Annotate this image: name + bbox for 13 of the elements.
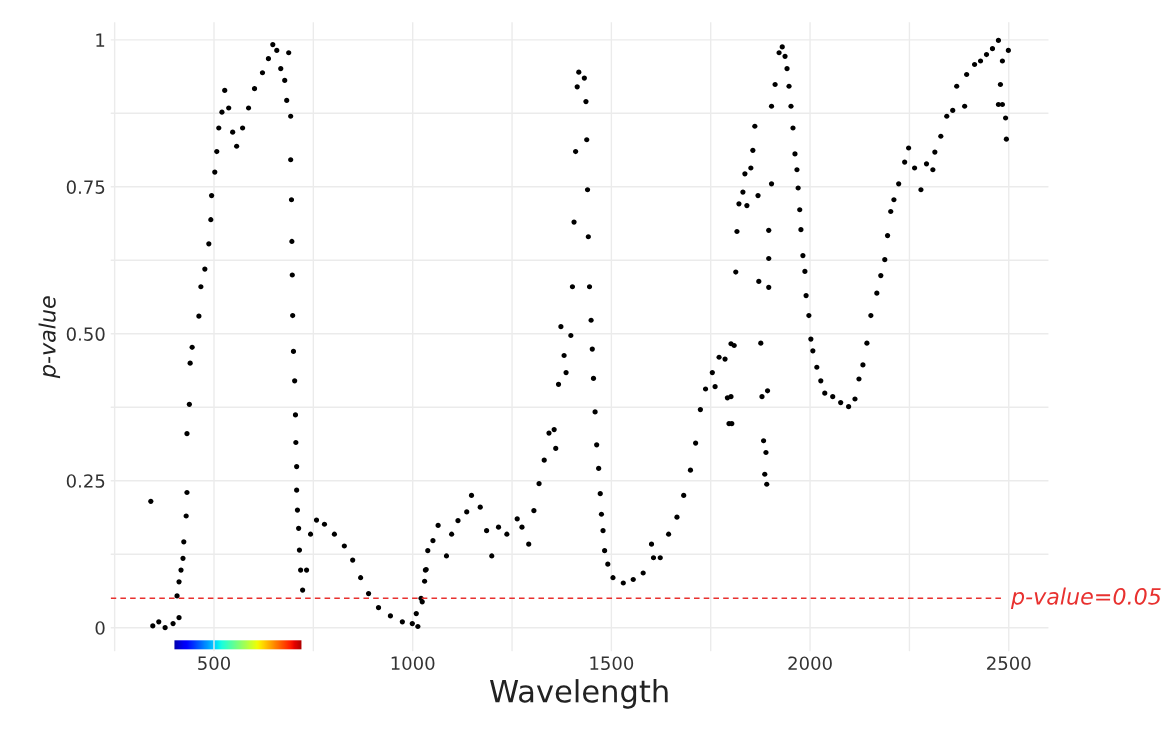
y-axis-title: p-value — [38, 296, 61, 379]
x-tick-label: 500 — [198, 656, 231, 671]
x-tick-label: 2000 — [788, 656, 832, 671]
y-tick-label: 1 — [96, 33, 105, 47]
y-tick-label: 0.50 — [66, 327, 105, 341]
y-tick-label: 0.75 — [66, 180, 105, 194]
y-tick-label: 0.25 — [66, 474, 105, 488]
x-tick-label: 1500 — [590, 656, 634, 671]
y-tick-label: 0 — [95, 621, 105, 635]
x-tick-label: 1000 — [391, 656, 435, 671]
ref-line-label: p-value=0.05 — [1010, 587, 1161, 610]
x-axis-title: Wavelength — [489, 679, 668, 709]
x-tick-label: 2500 — [987, 656, 1031, 671]
